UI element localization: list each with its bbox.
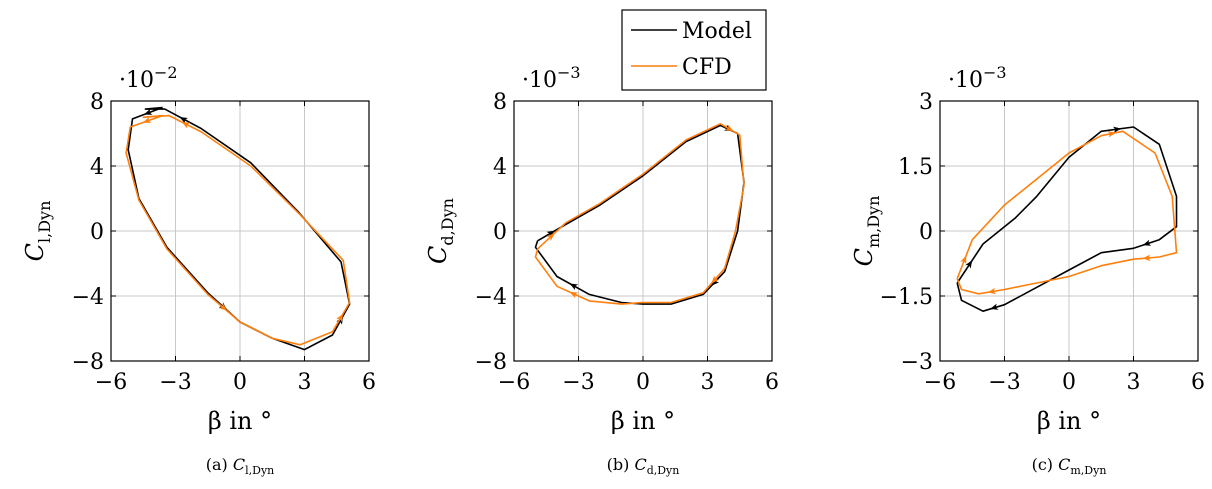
subfigure-caption: (b) Cd,Dyn	[607, 455, 680, 477]
series-line-cfd	[125, 114, 351, 346]
y-tick-label: 0	[493, 220, 507, 245]
legend-label-model: Model	[682, 19, 752, 44]
direction-arrow	[546, 233, 555, 241]
x-tick-label: 0	[1062, 370, 1076, 395]
y-tick-label: 8	[493, 90, 507, 115]
subfigure-caption: (a) Cl,Dyn	[206, 455, 275, 477]
direction-arrow	[1107, 131, 1116, 138]
x-tick-label: 3	[701, 370, 715, 395]
direction-arrow	[546, 230, 556, 238]
direction-arrow	[965, 260, 973, 269]
direction-arrow	[143, 108, 153, 115]
direction-arrow	[181, 122, 191, 129]
chart-panel-3: −6 −3 0 3 6−3−1.501.53·10−3β in °Cm,Dyn(c) C…	[850, 63, 1205, 477]
chart-panel-2: −6 −3 0 3 6 −8 −4 0 4 8 ·10−3 β in ° Cd,Dyn (b) Cd,Dy…	[424, 63, 779, 477]
direction-arrow	[989, 303, 999, 310]
direction-arrow	[725, 124, 734, 132]
y-tick-label: −1.5	[880, 285, 933, 310]
x-tick-label: 6	[765, 370, 779, 395]
x-tick-label: 3	[1127, 370, 1141, 395]
series-line-cfd	[534, 123, 745, 305]
y-tick-label: 0	[90, 220, 104, 245]
y-axis-label: Cm,Dyn	[850, 196, 883, 267]
x-tick-label: 6	[1191, 370, 1205, 395]
y-tick-label: −8	[72, 350, 104, 375]
direction-arrow	[218, 303, 227, 311]
direction-arrow	[336, 313, 344, 323]
y-axis-label: Cl,Dyn	[21, 201, 54, 262]
x-tick-label: 6	[362, 370, 376, 395]
y-axis-label: Cd,Dyn	[424, 198, 457, 264]
x-axis-label: β in °	[1037, 407, 1101, 435]
legend-label-cfd: CFD	[682, 55, 732, 80]
y-tick-label: −4	[72, 285, 104, 310]
x-tick-label: −6	[924, 370, 956, 395]
subfigure-caption: (c) Cm,Dyn	[1032, 455, 1107, 477]
y-tick-label: −3	[901, 350, 933, 375]
series-line-cfd	[956, 130, 1178, 295]
series-line-model	[956, 126, 1178, 312]
series-line-model	[534, 124, 745, 305]
x-axis-label: β in °	[208, 407, 272, 435]
y-tick-label: −8	[475, 350, 507, 375]
direction-arrow	[960, 255, 967, 265]
x-tick-label: −3	[562, 370, 594, 395]
direction-arrow	[1113, 126, 1122, 133]
x-tick-label: −6	[498, 370, 530, 395]
y-tick-label: 8	[90, 90, 104, 115]
series-line-model	[127, 106, 351, 351]
direction-arrow	[711, 277, 720, 286]
x-axis-label: β in °	[611, 407, 675, 435]
x-tick-label: −6	[95, 370, 127, 395]
direction-arrow	[569, 283, 579, 291]
chart-panel-1: −6 −3 0 3 6 −8 −4 0 4 8 ·10−2 β in ° Cl,Dyn (a) Cl,Dy…	[21, 63, 376, 477]
axis-exponent: ·10−3	[522, 63, 581, 93]
y-tick-label: 3	[919, 90, 933, 115]
y-tick-label: 4	[493, 155, 507, 180]
direction-arrow	[179, 117, 189, 124]
x-tick-label: 3	[298, 370, 312, 395]
direction-arrow	[987, 287, 997, 295]
y-tick-label: 0	[919, 220, 933, 245]
direction-arrow	[1142, 239, 1152, 246]
axis-exponent: ·10−3	[948, 63, 1007, 93]
x-tick-label: 0	[636, 370, 650, 395]
x-tick-label: −3	[159, 370, 191, 395]
direction-arrow	[569, 291, 579, 299]
y-tick-label: −4	[475, 285, 507, 310]
axis-exponent: ·10−2	[119, 63, 178, 93]
legend: Model CFD	[621, 9, 767, 91]
y-tick-label: 4	[90, 155, 104, 180]
x-tick-label: −3	[988, 370, 1020, 395]
direction-arrow	[711, 275, 720, 284]
x-tick-label: 0	[233, 370, 247, 395]
direction-arrow	[1142, 254, 1151, 261]
y-tick-label: 1.5	[898, 155, 933, 180]
legend-box	[621, 9, 767, 91]
direction-arrow	[142, 116, 152, 123]
